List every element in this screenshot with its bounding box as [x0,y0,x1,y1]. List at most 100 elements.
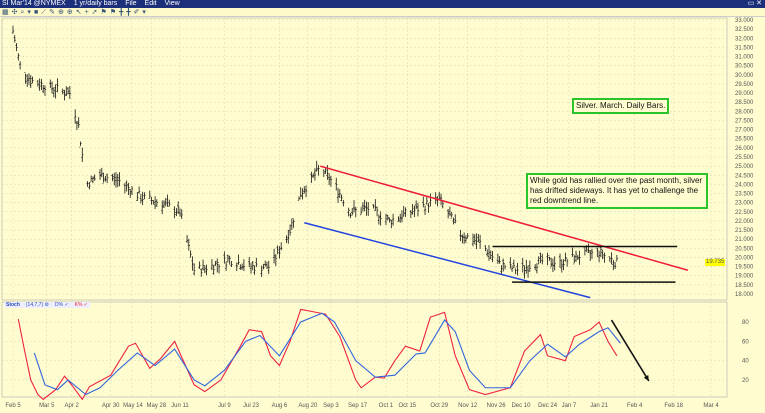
magnify-icon[interactable]: ⊕ [66,9,73,16]
price-axis-label: 22.500 [735,210,754,216]
stoch-panel [1,301,728,398]
price-axis-label: 28.500 [735,100,754,106]
stoch-d-line [33,312,621,396]
date-axis-label: Mar 4 [703,403,719,409]
date-axis-label: Aug 20 [298,403,318,409]
bar-icon[interactable]: ■ [33,9,39,16]
price-axis-label: 33.000 [735,18,754,24]
title-bar: SI Mar'14 @NYMEX 1 yr/daily bars File Ed… [0,0,765,8]
toolbar: ▦ ✣ ⌕ ▾ ■ ⟋ ✎ ⊕ ⊕ ↖ + ➚ ⚑ ⚑ ╋ ╋ ✐ ▾ [0,8,765,17]
date-axis-label: Nov 26 [487,403,507,409]
price-axis-label: 20.500 [735,246,754,252]
stoch-k-toggle[interactable]: K% ✓ [74,302,88,308]
price-axis-label: 24.000 [735,182,754,188]
price-axis-label: 31.000 [735,55,754,61]
price-axis-label: 22.000 [735,219,754,225]
date-axis-label: Jan 21 [590,403,609,409]
menu-view[interactable]: View [164,0,180,7]
marker-icon[interactable]: ╋ [119,9,124,16]
date-axis-label: Apr 30 [102,403,120,409]
stoch-params[interactable]: (14,7,7) ⚙ [25,302,49,308]
price-axis-label: 29.500 [735,82,754,88]
menu-edit[interactable]: Edit [144,0,157,7]
last-price-marker: 19.735 [705,259,726,266]
price-axis-label: 30.000 [735,73,754,79]
stoch-axis-label: 80 [742,320,749,326]
price-axis-label: 28.000 [735,109,754,115]
date-axis-label: Feb 18 [664,403,683,409]
date-axis-label: Dec 10 [511,403,531,409]
price-axis-label: 27.000 [735,128,754,134]
window-controls[interactable]: ▭ ✕ [747,0,762,7]
price-axis-label: 18.000 [735,292,754,298]
price-axis-label: 32.000 [735,36,754,42]
date-axis-label: Aug 6 [272,403,288,409]
price-axis-label: 19.500 [735,265,754,271]
stoch-d-toggle[interactable]: D% ✓ [55,302,69,308]
dropdown-icon[interactable]: ▾ [27,9,31,16]
date-axis-label: Feb 4 [627,403,643,409]
flag-icon[interactable]: ⚑ [109,9,117,16]
price-axis-label: 23.500 [735,192,754,198]
crosshair-icon[interactable]: ✣ [11,9,18,16]
line-icon[interactable]: ⟋ [41,9,47,16]
date-axis-label: Dec 24 [538,403,558,409]
price-axis-label: 31.500 [735,45,754,51]
menu-file[interactable]: File [125,0,137,7]
stoch-axis-label: 40 [742,359,749,365]
stoch-legend: Stoch (14,7,7) ⚙ D% ✓ K% ✓ [4,302,90,308]
arrow-icon[interactable]: ➚ [91,9,98,16]
magnify-icon[interactable]: ⊕ [57,9,64,16]
arrow-annotation[interactable] [610,319,650,382]
date-axis-label: Apr 2 [64,403,79,409]
date-axis-label: Mar 5 [39,403,55,409]
interval-selector[interactable]: 1 yr/daily bars [73,0,118,7]
price-axis-label: 19.000 [735,274,754,280]
date-axis-label: Jul 23 [243,403,260,409]
date-axis-label: Feb 5 [5,403,21,409]
date-axis-label: Jul 9 [218,403,231,409]
stoch-axis-label: 60 [742,339,749,345]
date-axis-label: Oct 1 [379,403,394,409]
price-axis-label: 27.500 [735,118,754,124]
price-axis-label: 26.000 [735,146,754,152]
uptrend-line[interactable] [304,222,591,299]
price-axis-label: 21.000 [735,237,754,243]
plus-icon[interactable]: + [84,9,89,16]
stoch-name: Stoch [6,302,20,308]
price-axis-label: 23.000 [735,201,754,207]
date-axis-label: Jan 7 [562,403,577,409]
price-axis-label: 26.500 [735,137,754,143]
dropdown-icon[interactable]: ▾ [142,9,146,16]
downtrend-line[interactable] [320,165,689,271]
date-axis-label: Jun 11 [171,403,189,409]
cursor-icon[interactable]: ↖ [75,9,82,16]
zoom-icon[interactable]: ⌕ [20,9,25,16]
symbol-selector[interactable]: SI Mar'14 @NYMEX [2,0,66,7]
chart-icon[interactable]: ▦ [2,9,9,16]
price-panel [1,17,728,301]
date-axis-label: May 28 [147,403,167,409]
price-axis-label: 32.500 [735,27,754,33]
flag-icon[interactable]: ⚑ [100,9,107,16]
price-axis-label: 24.500 [735,173,754,179]
stoch-axis-label: 20 [742,378,749,384]
price-axis-label: 18.500 [735,283,754,289]
date-axis-label: Sep 17 [348,403,368,409]
date-axis-label: May 14 [123,403,143,409]
pencil-icon[interactable]: ✐ [133,9,140,16]
marker-icon[interactable]: ╋ [126,9,131,16]
date-axis-label: Oct 15 [398,403,416,409]
price-axis-label: 25.000 [735,164,754,170]
stoch-k-line [17,308,618,401]
price-axis-label: 21.500 [735,228,754,234]
arrow-head-icon [643,375,649,381]
chart-canvas[interactable]: 33.000 32.500 32.000 31.500 31.000 30.500 30.0… [0,17,765,413]
date-axis-label: Oct 29 [430,403,448,409]
date-axis-label: Nov 12 [458,403,478,409]
comment-note: While gold has rallied over the past mon… [526,173,708,209]
draw-icon[interactable]: ✎ [49,9,55,16]
price-axis-label: 20.000 [735,255,754,261]
price-axis-label: 29.000 [735,91,754,97]
price-axis-label: 25.500 [735,155,754,161]
